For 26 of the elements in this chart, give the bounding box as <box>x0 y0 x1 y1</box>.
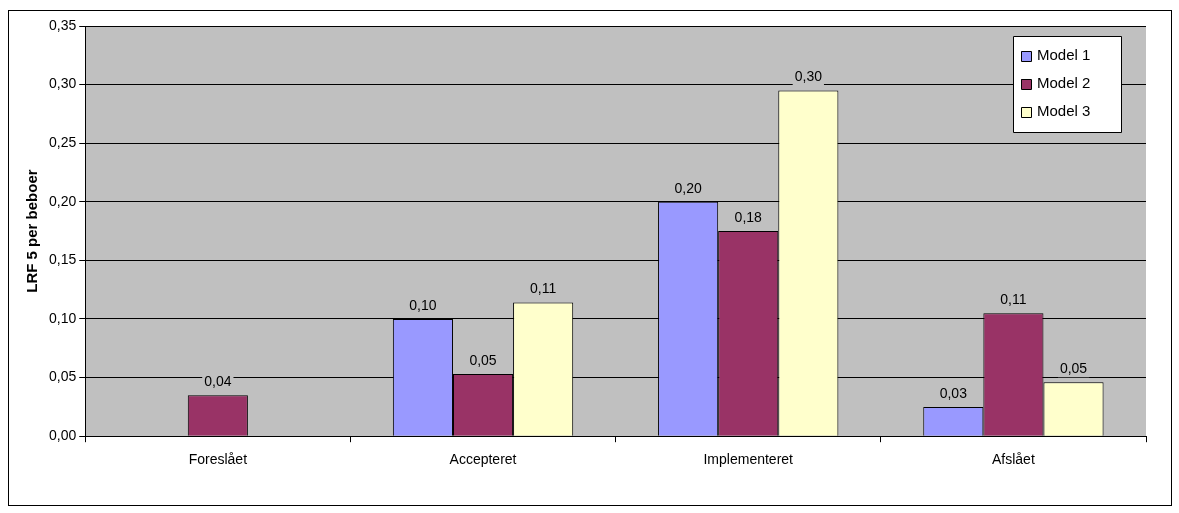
data-label: 0,20 <box>674 179 702 196</box>
data-label: 0,30 <box>794 68 823 85</box>
data-label: 0,05 <box>1059 360 1088 377</box>
legend-label: Model 3 <box>1037 102 1091 120</box>
y-tick-label: 0,05 <box>49 368 77 385</box>
y-tick-label: 0,00 <box>49 427 77 444</box>
y-tick-label: 0,20 <box>49 192 77 209</box>
data-label: 0,11 <box>530 280 557 297</box>
y-tick-label: 0,10 <box>49 309 77 326</box>
y-tick-label: 0,25 <box>49 134 77 151</box>
x-tick-label: Implementeret <box>703 451 794 468</box>
legend-label: Model 2 <box>1037 74 1091 92</box>
legend-label: Model 1 <box>1037 46 1091 64</box>
x-tick-label: Foreslået <box>188 451 248 468</box>
data-label: 0,04 <box>204 373 232 390</box>
data-label: 0,11 <box>1000 291 1027 307</box>
x-tick-label: Accepteret <box>449 451 517 468</box>
y-tick-label: 0,15 <box>49 251 77 268</box>
data-label: 0,03 <box>939 384 968 401</box>
y-axis-title: LRF 5 per beboer <box>23 169 41 293</box>
data-label: 0,10 <box>409 296 437 313</box>
x-tick-label: Afslået <box>992 451 1035 468</box>
data-label: 0,05 <box>469 351 497 368</box>
y-tick-label: 0,30 <box>49 75 77 92</box>
data-label: 0,18 <box>734 208 763 225</box>
y-tick-label: 0,35 <box>49 16 77 33</box>
